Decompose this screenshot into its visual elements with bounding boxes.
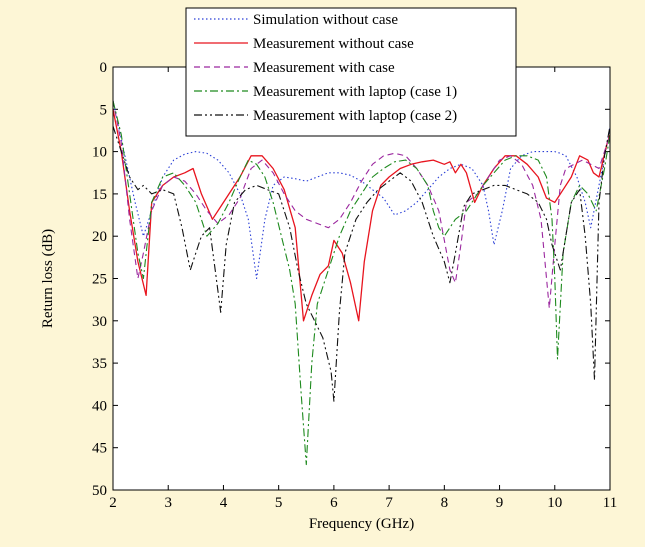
x-tick-label: 4 <box>220 495 228 511</box>
x-tick-label: 3 <box>164 495 172 511</box>
y-axis-title: Return loss (dB) <box>40 229 56 328</box>
legend-label-1: Simulation without case <box>253 12 398 28</box>
legend-label-5: Measurement with laptop (case 2) <box>253 108 457 124</box>
y-tick-label: 0 <box>100 60 108 76</box>
plot-background <box>113 67 610 490</box>
x-axis-ticks: 2 3 4 5 6 7 8 9 10 11 <box>109 67 617 511</box>
legend-label-4: Measurement with laptop (case 1) <box>253 84 457 100</box>
x-tick-label: 6 <box>330 495 338 511</box>
series-line-3 <box>112 100 611 309</box>
x-tick-label: 7 <box>385 495 393 511</box>
y-tick-label: 15 <box>92 187 107 203</box>
y-tick-label: 50 <box>92 483 107 499</box>
series-line-5 <box>112 126 611 402</box>
x-tick-label: 5 <box>275 495 283 511</box>
x-tick-label: 11 <box>603 495 617 511</box>
legend: Simulation without case Measurement witho… <box>185 7 517 137</box>
y-tick-label: 20 <box>92 229 107 245</box>
series-line-2 <box>112 109 611 322</box>
y-tick-label: 35 <box>92 356 107 372</box>
y-tick-label: 30 <box>92 314 107 330</box>
x-tick-label: 9 <box>496 495 504 511</box>
legend-label-2: Measurement without case <box>253 36 414 52</box>
y-tick-label: 5 <box>100 102 108 118</box>
x-tick-label: 8 <box>441 495 449 511</box>
series-line-4 <box>112 100 611 466</box>
legend-label-3: Measurement with case <box>253 60 395 76</box>
chart-series <box>112 100 611 466</box>
y-tick-label: 45 <box>92 441 107 457</box>
x-axis-title: Frequency (GHz) <box>309 516 414 532</box>
y-tick-label: 40 <box>92 398 107 414</box>
y-axis-ticks: 0 5 10 15 20 25 30 35 40 45 50 <box>92 60 610 499</box>
y-tick-label: 10 <box>92 145 107 161</box>
x-tick-label: 10 <box>547 495 562 511</box>
y-tick-label: 25 <box>92 272 107 288</box>
x-tick-label: 2 <box>109 495 117 511</box>
